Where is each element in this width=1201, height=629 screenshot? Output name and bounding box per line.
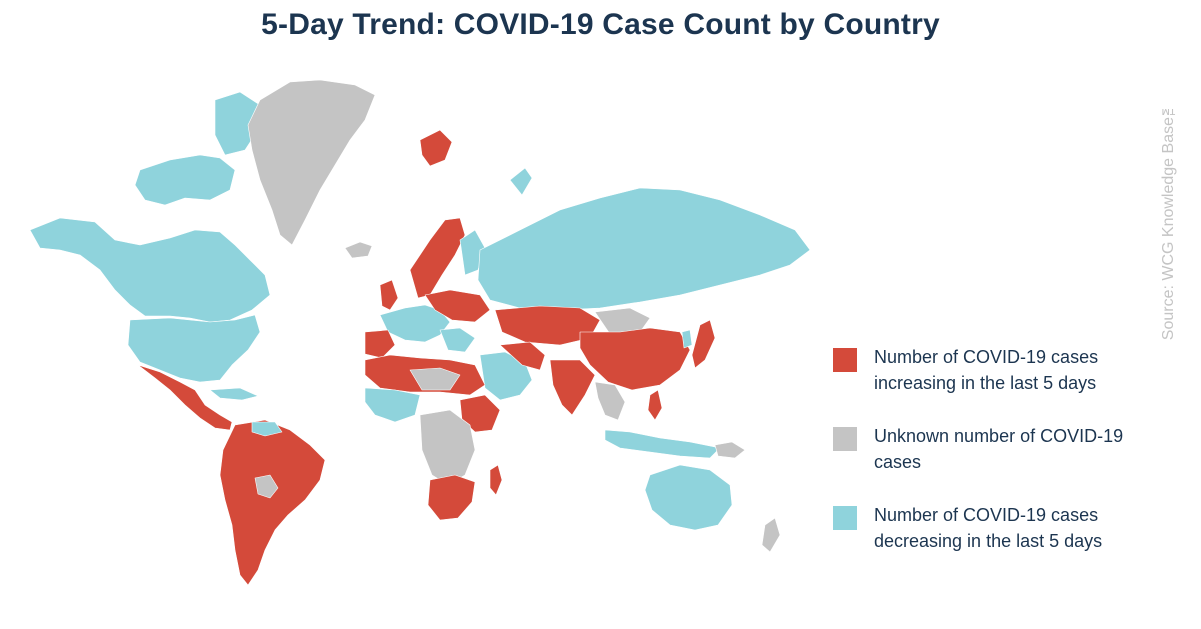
region-middle-east xyxy=(479,351,533,401)
region-balkans xyxy=(439,327,476,353)
region-eastern-europe xyxy=(424,289,491,323)
region-guiana xyxy=(251,421,283,437)
region-madagascar xyxy=(489,464,503,496)
legend-item-unknown: Unknown number of COVID-19 cases xyxy=(833,423,1163,483)
legend-swatch-unknown xyxy=(833,427,857,451)
region-uk xyxy=(379,279,399,311)
region-sahel xyxy=(409,367,461,391)
legend-label-decreasing: Number of COVID-19 cases decreasing in t… xyxy=(874,505,1103,551)
region-iceland xyxy=(344,241,373,259)
legend-label-increasing: Number of COVID-19 cases increasing in t… xyxy=(874,347,1099,393)
region-russia xyxy=(477,187,811,311)
region-philippines xyxy=(647,389,663,421)
region-usa xyxy=(127,314,261,383)
region-bolivia-paraguay xyxy=(254,474,279,499)
legend-item-increasing: Number of COVID-19 cases increasing in t… xyxy=(833,344,1163,404)
legend-label-unknown: Unknown number of COVID-19 cases xyxy=(874,426,1124,472)
legend-swatch-increasing xyxy=(833,348,857,372)
chart-title: 5-Day Trend: COVID-19 Case Count by Coun… xyxy=(261,8,940,41)
region-new-zealand xyxy=(761,517,781,553)
world-map xyxy=(29,79,811,586)
region-novaya-zemlya xyxy=(509,167,533,196)
region-australia xyxy=(644,464,733,531)
region-scandinavia xyxy=(409,217,466,299)
legend-item-decreasing: Number of COVID-19 cases decreasing in t… xyxy=(833,502,1163,562)
region-mexico-central-america xyxy=(137,364,233,431)
region-iran-gulf xyxy=(499,341,546,371)
region-central-africa xyxy=(419,409,476,486)
region-indonesia xyxy=(604,429,721,459)
region-india xyxy=(549,359,596,416)
region-svalbard xyxy=(419,129,453,167)
region-caribbean xyxy=(209,387,259,401)
region-western-europe xyxy=(379,304,451,343)
region-iberia xyxy=(364,329,396,359)
legend: Number of COVID-19 cases increasing in t… xyxy=(833,344,1163,581)
region-canada xyxy=(29,217,271,323)
region-papua xyxy=(714,441,746,459)
region-indochina xyxy=(594,381,626,421)
region-japan xyxy=(691,319,716,369)
region-west-africa xyxy=(364,387,421,423)
region-southern-africa xyxy=(427,474,476,521)
region-mongolia xyxy=(594,307,651,335)
region-greenland xyxy=(247,79,376,246)
region-china xyxy=(579,327,691,391)
region-south-america xyxy=(219,419,326,586)
legend-swatch-decreasing xyxy=(833,506,857,530)
region-korea xyxy=(681,329,693,349)
source-credit: Source: WCG Knowledge Base™ xyxy=(1160,100,1177,341)
region-arctic-islands xyxy=(134,154,236,206)
